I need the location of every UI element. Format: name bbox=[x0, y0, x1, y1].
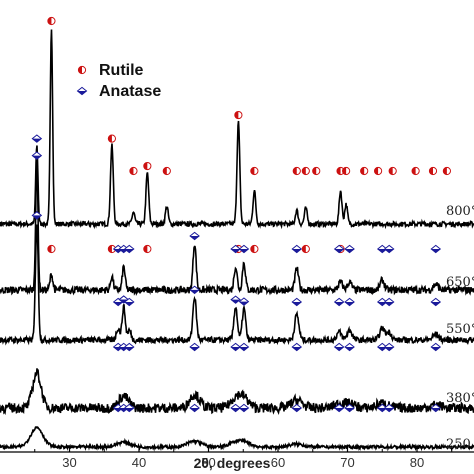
anatase-marker bbox=[430, 244, 442, 254]
legend-label-rutile: Rutile bbox=[99, 62, 144, 79]
x-tick-label: 40 bbox=[132, 455, 146, 470]
rutile-marker bbox=[234, 110, 243, 120]
anatase-marker bbox=[333, 342, 345, 352]
anatase-marker bbox=[238, 297, 250, 306]
rutile-marker bbox=[250, 166, 259, 176]
x-axis-title: 2θ, degrees bbox=[194, 455, 271, 471]
anatase-marker bbox=[31, 134, 43, 143]
rutile-marker bbox=[373, 166, 383, 176]
rutile-marker bbox=[107, 244, 116, 254]
anatase-marker bbox=[376, 342, 388, 352]
rutile-marker bbox=[411, 166, 420, 176]
rutile-marker bbox=[428, 166, 438, 176]
rutile-marker bbox=[250, 244, 259, 254]
rutile-marker bbox=[301, 244, 310, 254]
anatase-marker bbox=[430, 403, 442, 413]
rutile-marker bbox=[47, 244, 56, 254]
phase-markers bbox=[31, 16, 451, 413]
rutile-marker bbox=[301, 166, 310, 176]
anatase-marker bbox=[123, 342, 135, 352]
x-axis-ticks: 30405060708090 bbox=[34, 446, 453, 470]
rutile-marker bbox=[292, 166, 301, 176]
anatase-marker bbox=[344, 297, 355, 307]
rutile-marker-icon bbox=[77, 65, 87, 75]
anatase-marker bbox=[31, 151, 43, 160]
rutile-marker bbox=[312, 166, 321, 176]
anatase-marker bbox=[230, 295, 241, 304]
anatase-marker bbox=[291, 297, 303, 307]
anatase-marker bbox=[333, 297, 345, 307]
series-label: 650° bbox=[446, 275, 474, 290]
x-tick-label: 30 bbox=[62, 455, 76, 470]
anatase-marker bbox=[230, 403, 241, 413]
anatase-marker-icon bbox=[76, 86, 88, 96]
x-tick-label: 50 bbox=[201, 455, 215, 470]
series-trace bbox=[0, 29, 474, 230]
anatase-marker bbox=[430, 342, 442, 352]
x-tick-label: 70 bbox=[340, 455, 354, 470]
rutile-marker bbox=[336, 166, 345, 176]
rutile-marker bbox=[388, 166, 397, 176]
anatase-marker bbox=[333, 403, 345, 413]
anatase-marker bbox=[189, 403, 200, 413]
diffraction-traces bbox=[0, 29, 474, 452]
x-tick-label: 60 bbox=[271, 455, 285, 470]
series-trace bbox=[0, 426, 474, 452]
anatase-marker bbox=[238, 403, 250, 413]
anatase-marker bbox=[344, 342, 355, 352]
anatase-marker bbox=[123, 403, 135, 413]
rutile-marker bbox=[47, 16, 56, 26]
rutile-marker bbox=[107, 134, 116, 143]
anatase-marker bbox=[383, 342, 395, 352]
temperature-labels: 800° 650° 550° 380° 250 bbox=[446, 204, 474, 452]
anatase-marker bbox=[291, 403, 303, 413]
anatase-marker bbox=[189, 285, 200, 295]
anatase-marker bbox=[333, 244, 345, 254]
anatase-marker bbox=[291, 244, 303, 254]
rutile-marker bbox=[162, 166, 171, 176]
series-trace bbox=[0, 224, 474, 346]
anatase-marker bbox=[189, 342, 200, 352]
series-label: 380° bbox=[446, 391, 474, 406]
rutile-marker bbox=[143, 244, 152, 254]
rutile-marker bbox=[360, 166, 369, 176]
rutile-marker bbox=[129, 166, 138, 176]
anatase-marker bbox=[123, 297, 135, 307]
anatase-marker bbox=[189, 231, 200, 241]
anatase-marker bbox=[344, 403, 355, 413]
anatase-marker bbox=[123, 244, 135, 254]
series-trace bbox=[0, 160, 474, 297]
rutile-marker bbox=[342, 166, 351, 176]
rutile-marker bbox=[143, 161, 152, 171]
anatase-marker bbox=[383, 297, 395, 307]
rutile-marker bbox=[442, 166, 451, 176]
anatase-marker bbox=[383, 244, 395, 254]
anatase-marker bbox=[291, 342, 303, 352]
anatase-marker bbox=[383, 403, 395, 413]
series-label: 800° bbox=[446, 204, 474, 219]
anatase-marker bbox=[344, 244, 355, 254]
anatase-marker bbox=[376, 244, 388, 254]
anatase-marker bbox=[31, 211, 43, 220]
series-label: 550° bbox=[446, 322, 474, 337]
anatase-marker bbox=[238, 244, 250, 254]
series-label: 250 bbox=[446, 437, 471, 452]
anatase-marker bbox=[76, 86, 88, 96]
anatase-marker bbox=[430, 297, 442, 307]
rutile-marker bbox=[77, 65, 87, 75]
legend-label-anatase: Anatase bbox=[99, 83, 161, 100]
anatase-marker bbox=[238, 342, 250, 352]
legend: Rutile Anatase bbox=[76, 62, 161, 100]
series-trace bbox=[0, 368, 474, 416]
x-tick-label: 80 bbox=[410, 455, 424, 470]
